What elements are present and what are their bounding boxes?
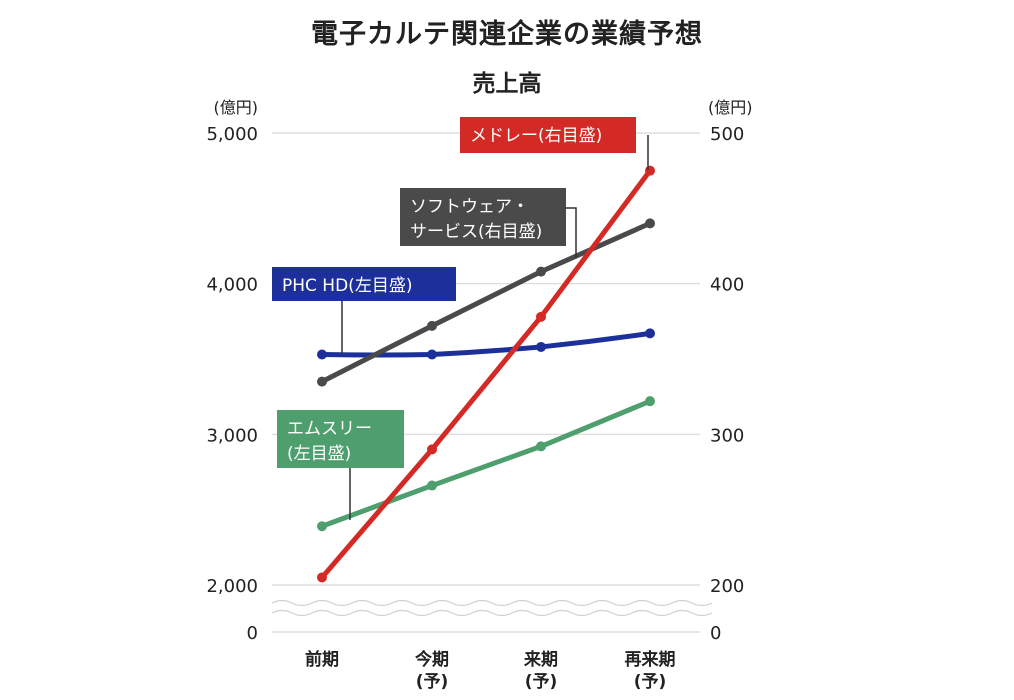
x-tick-label: 前期	[305, 649, 339, 670]
data-point	[536, 441, 546, 452]
data-point	[427, 320, 437, 331]
right-tick-label: 500	[710, 124, 744, 145]
left-tick-label: 2,000	[206, 576, 258, 597]
data-point	[427, 444, 437, 455]
x-tick-label: 来期	[523, 649, 558, 670]
chart-subtitle: 売上高	[472, 71, 542, 97]
chart-title: 電子カルテ関連企業の業績予想	[311, 19, 703, 50]
right-tick-label: 200	[710, 576, 744, 597]
data-point	[536, 311, 546, 322]
right-tick-label: 0	[710, 623, 721, 644]
series-label: PHC HD(左目盛)	[282, 276, 412, 296]
right-axis-unit: (億円)	[708, 98, 753, 117]
left-tick-label: 3,000	[206, 425, 258, 446]
x-tick-label: (予)	[525, 672, 558, 692]
series-label: ソフトウェア・	[410, 197, 529, 217]
series-label: エムスリー	[287, 419, 372, 439]
left-tick-label: 0	[247, 623, 258, 644]
data-point	[645, 328, 655, 339]
data-point	[427, 349, 437, 360]
left-axis-unit: (億円)	[214, 98, 259, 117]
series-line	[321, 398, 651, 529]
data-point	[317, 376, 327, 387]
axis-break-mark	[271, 609, 713, 617]
series-label-box	[400, 188, 566, 246]
x-tick-label: 再来期	[625, 649, 676, 670]
series-label: メドレー(右目盛)	[470, 126, 602, 146]
series-label-box	[277, 410, 404, 468]
left-tick-label: 5,000	[206, 124, 258, 145]
series-line	[320, 169, 653, 580]
x-tick-label: (予)	[416, 672, 449, 692]
data-point	[645, 218, 655, 229]
left-tick-label: 4,000	[206, 275, 258, 296]
series-label-box	[272, 267, 456, 301]
series-line	[320, 221, 652, 384]
x-tick-label: (予)	[634, 672, 667, 692]
right-tick-label: 300	[710, 425, 744, 446]
data-point	[427, 480, 437, 491]
x-tick-label: 今期	[415, 649, 449, 670]
data-point	[536, 341, 546, 352]
right-tick-label: 400	[710, 275, 744, 296]
series-line	[321, 330, 651, 358]
data-point	[536, 266, 546, 277]
axis-break-mark	[271, 599, 713, 607]
data-point	[317, 521, 327, 532]
series-label: (左目盛)	[287, 444, 351, 464]
data-point	[645, 165, 655, 176]
data-point	[317, 572, 327, 583]
leader-line	[566, 207, 577, 258]
series-label-box	[460, 117, 636, 153]
data-point	[317, 349, 327, 360]
series-label: サービス(右目盛)	[410, 222, 542, 242]
data-point	[645, 396, 655, 407]
